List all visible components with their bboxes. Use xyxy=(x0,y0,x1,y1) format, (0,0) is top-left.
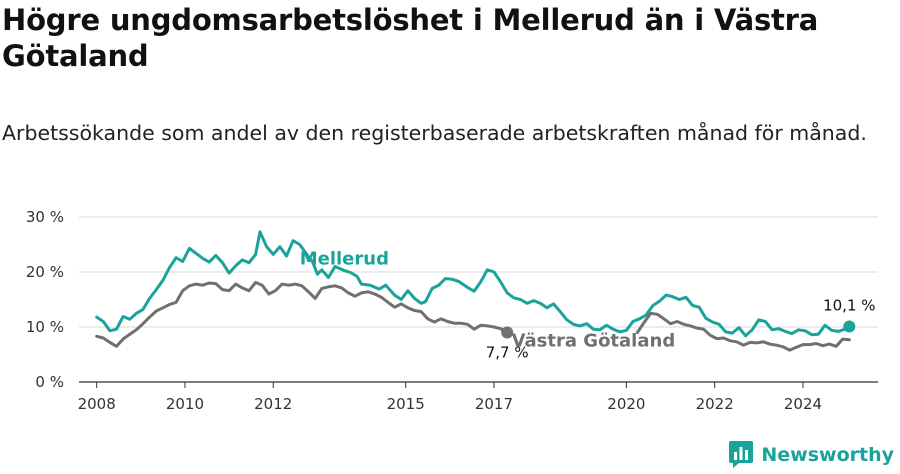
series-lines xyxy=(95,230,856,352)
x-tick-label: 2024 xyxy=(784,395,822,413)
y-tick-label: 10 % xyxy=(26,318,64,336)
x-tick-label: 2017 xyxy=(475,395,513,413)
series-line-mellerud xyxy=(95,230,851,338)
brand-name: Newsworthy xyxy=(761,443,894,466)
end-label: 7,7 % xyxy=(486,344,529,362)
newsworthy-brand: Newsworthy xyxy=(729,441,894,468)
series-annotation: Mellerud xyxy=(300,248,389,269)
y-axis-ticks: 0 % 10 % 20 % 30 % xyxy=(26,208,64,391)
chart-subtitle: Arbetssökande som andel av den registerb… xyxy=(2,121,867,145)
series-annotation: Västra Götaland xyxy=(512,330,676,351)
chart-title: Högre ungdomsarbetslöshet i Mellerud än … xyxy=(2,3,819,73)
chart-grid xyxy=(79,216,878,328)
series-line-vastra-continued xyxy=(635,311,851,352)
end-point-mellerud xyxy=(843,320,856,333)
newsworthy-logo-icon xyxy=(729,441,754,468)
series-line-v-stra-g-taland xyxy=(95,280,509,348)
x-axis: 2008 2010 2012 2015 2017 2020 2022 2024 xyxy=(78,381,878,413)
x-tick-label: 2015 xyxy=(387,395,425,413)
y-tick-label: 30 % xyxy=(26,208,64,226)
x-tick-label: 2020 xyxy=(607,395,645,413)
x-tick-label: 2022 xyxy=(696,395,734,413)
line-chart: 0 % 10 % 20 % 30 % 2008 2010 2012 2015 2017 2020… xyxy=(26,208,878,413)
x-tick-label: 2008 xyxy=(78,395,116,413)
end-point-v-stra-g-taland xyxy=(501,326,514,339)
end-label: 10,1 % xyxy=(823,296,875,314)
series-labels: 10,1 % 7,7 % Mellerud Västra Götaland xyxy=(300,248,876,361)
y-tick-label: 0 % xyxy=(35,373,64,391)
y-tick-label: 20 % xyxy=(26,263,64,281)
x-tick-label: 2010 xyxy=(166,395,204,413)
x-tick-label: 2012 xyxy=(254,395,292,413)
